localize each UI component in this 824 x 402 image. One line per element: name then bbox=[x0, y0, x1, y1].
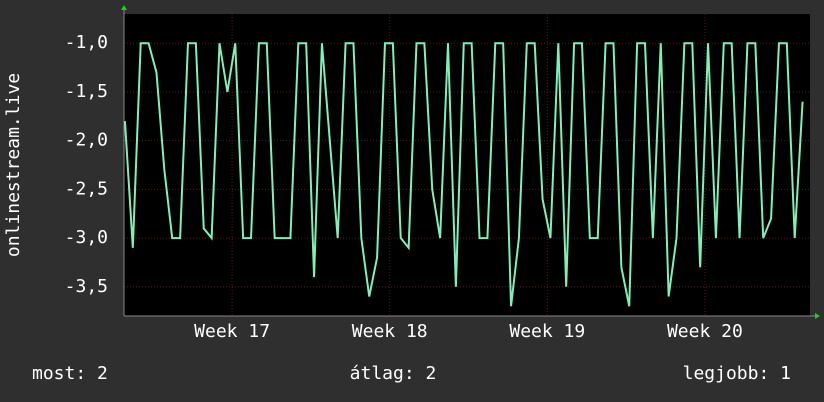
footer-best: legjobb: 1 bbox=[683, 363, 791, 384]
y-tick-label: -1,5 bbox=[65, 81, 108, 102]
y-tick-label: -3,0 bbox=[65, 227, 108, 248]
data-line bbox=[123, 42, 804, 307]
x-tick-label: Week 18 bbox=[352, 321, 428, 342]
x-tick-label: Week 20 bbox=[667, 321, 743, 342]
x-tick-label: Week 19 bbox=[509, 321, 585, 342]
x-tick-label: Week 17 bbox=[194, 321, 270, 342]
y-tick-label: -2,0 bbox=[65, 130, 108, 151]
y-tick-label: -3,5 bbox=[65, 276, 108, 297]
y-axis-arrow bbox=[121, 5, 127, 10]
x-axis-arrow bbox=[815, 313, 820, 319]
y-tick-label: -1,0 bbox=[65, 32, 108, 53]
footer-current: most: 2 bbox=[32, 363, 108, 384]
footer-average: átlag: 2 bbox=[350, 363, 437, 384]
y-tick-label: -2,5 bbox=[65, 178, 108, 199]
y-axis-label: onlinestream.live bbox=[3, 73, 24, 257]
